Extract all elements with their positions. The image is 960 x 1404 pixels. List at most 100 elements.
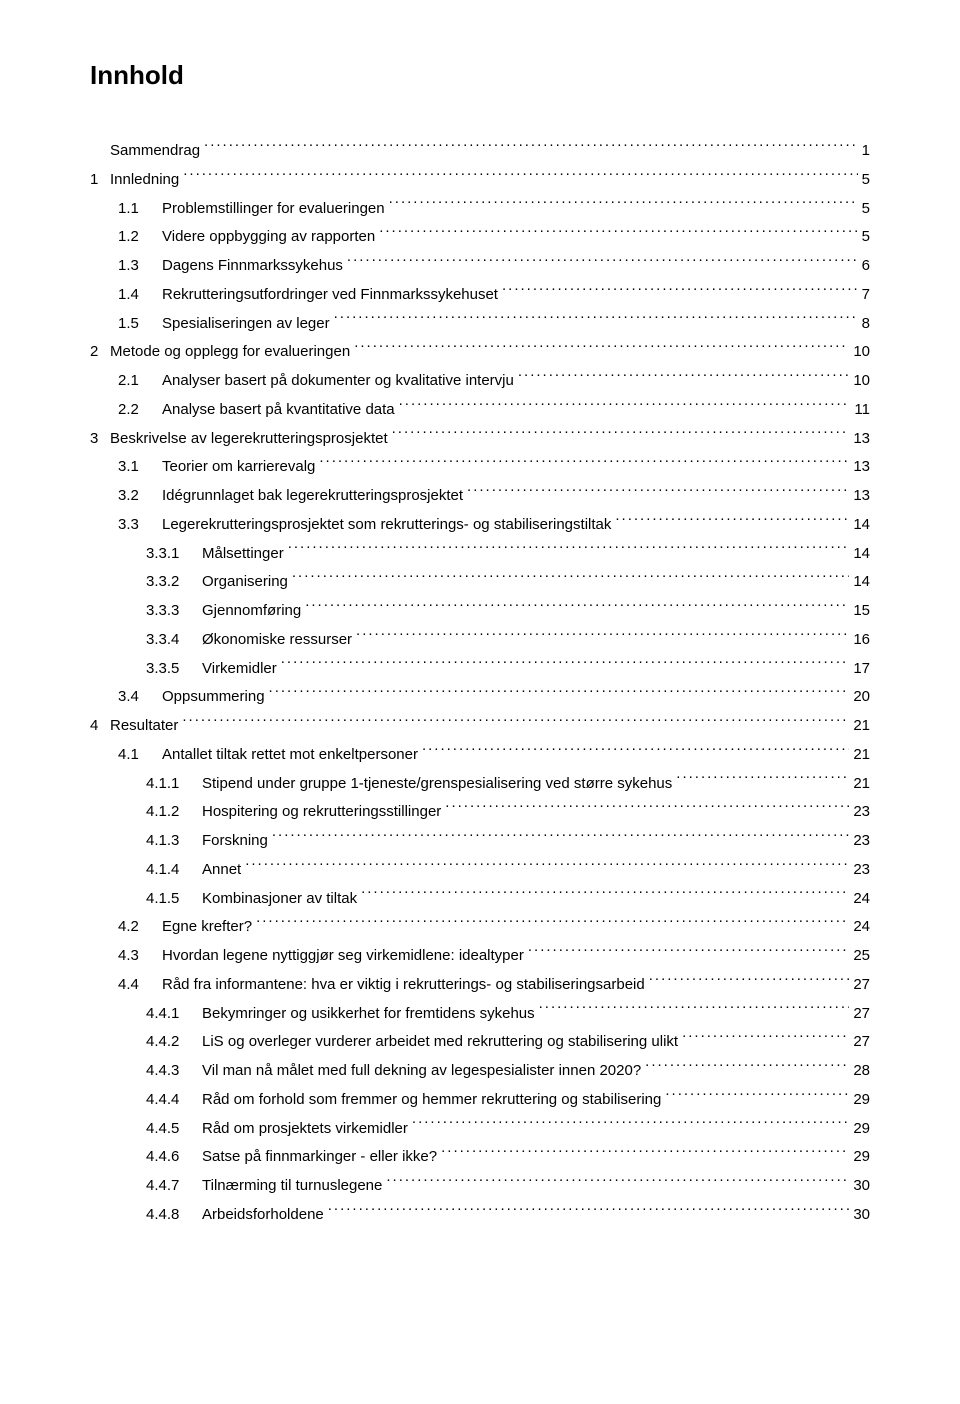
toc-entry[interactable]: 1.1Problemstillinger for evalueringen5	[90, 197, 870, 220]
toc-entry-title: Teorier om karrierevalg	[162, 455, 319, 478]
toc-entry-title: Hospitering og rekrutteringsstillinger	[202, 800, 445, 823]
toc-entry[interactable]: 3.3Legerekrutteringsprosjektet som rekru…	[90, 513, 870, 536]
toc-entry-title: Arbeidsforholdene	[202, 1203, 328, 1226]
toc-entry-number: 4.4.1	[146, 1002, 202, 1025]
toc-entry[interactable]: 4.4.7Tilnærming til turnuslegene30	[90, 1174, 870, 1197]
toc-entry[interactable]: 3.3.5Virkemidler17	[90, 657, 870, 680]
toc-entry[interactable]: 4.4.4Råd om forhold som fremmer og hemme…	[90, 1088, 870, 1111]
toc-entry-number: 4.3	[118, 944, 162, 967]
toc-entry[interactable]: 1.3Dagens Finnmarkssykehus6	[90, 254, 870, 277]
toc-leader-dots	[319, 456, 849, 471]
toc-entry[interactable]: 3.3.1Målsettinger 14	[90, 542, 870, 565]
toc-entry[interactable]: 4.3Hvordan legene nyttiggjør seg virkemi…	[90, 944, 870, 967]
toc-entry-title: Bekymringer og usikkerhet for fremtidens…	[202, 1002, 539, 1025]
toc-leader-dots	[204, 140, 858, 155]
toc-entry[interactable]: 3.3.3Gjennomføring15	[90, 599, 870, 622]
toc-entry[interactable]: 1.5Spesialiseringen av leger8	[90, 312, 870, 335]
toc-entry[interactable]: 4.4.8Arbeidsforholdene30	[90, 1203, 870, 1226]
toc-entry-title: Hvordan legene nyttiggjør seg virkemidle…	[162, 944, 528, 967]
toc-entry[interactable]: 2.1Analyser basert på dokumenter og kval…	[90, 369, 870, 392]
toc-entry-page: 13	[849, 484, 870, 507]
toc-entry-page: 25	[849, 944, 870, 967]
toc-entry-number: 3.3.3	[146, 599, 202, 622]
toc-entry-number: 3.4	[118, 685, 162, 708]
toc-leader-dots	[182, 715, 849, 730]
toc-entry[interactable]: 3.2Idégrunnlaget bak legerekrutteringspr…	[90, 484, 870, 507]
toc-entry-title: Beskrivelse av legerekrutteringsprosjekt…	[110, 427, 392, 450]
toc-entry-page: 21	[849, 772, 870, 795]
toc-entry[interactable]: 1.2Videre oppbygging av rapporten5	[90, 225, 870, 248]
toc-entry[interactable]: 2Metode og opplegg for evalueringen 10	[90, 340, 870, 363]
toc-entry-number: 3.2	[118, 484, 162, 507]
toc-entry[interactable]: 3.4Oppsummering20	[90, 685, 870, 708]
toc-entry-title: Metode og opplegg for evalueringen	[110, 340, 354, 363]
toc-entry[interactable]: 4.4.1Bekymringer og usikkerhet for fremt…	[90, 1002, 870, 1025]
toc-entry-page: 14	[849, 542, 870, 565]
toc-entry-number: 3.3.1	[146, 542, 202, 565]
toc-leader-dots	[386, 1175, 849, 1190]
toc-leader-dots	[502, 284, 858, 299]
toc-entry-title: Oppsummering	[162, 685, 269, 708]
toc-entry-title: Innledning	[110, 168, 183, 191]
toc-leader-dots	[356, 629, 849, 644]
toc-entry[interactable]: 1.4Rekrutteringsutfordringer ved Finnmar…	[90, 283, 870, 306]
toc-entry[interactable]: Sammendrag1	[90, 139, 870, 162]
toc-entry-page: 16	[849, 628, 870, 651]
toc-entry[interactable]: 4.4Råd fra informantene: hva er viktig i…	[90, 973, 870, 996]
toc-leader-dots	[354, 341, 849, 356]
toc-entry[interactable]: 4.1Antallet tiltak rettet mot enkeltpers…	[90, 743, 870, 766]
toc-entry-title: Rekrutteringsutfordringer ved Finnmarkss…	[162, 283, 502, 306]
toc-entry[interactable]: 4.4.2LiS og overleger vurderer arbeidet …	[90, 1030, 870, 1053]
toc-entry-title: Organisering	[202, 570, 292, 593]
toc-entry[interactable]: 4.4.3Vil man nå målet med full dekning a…	[90, 1059, 870, 1082]
toc-entry[interactable]: 4.1.5Kombinasjoner av tiltak 24	[90, 887, 870, 910]
toc-entry[interactable]: 4.1.1Stipend under gruppe 1-tjeneste/gre…	[90, 772, 870, 795]
toc-entry-page: 5	[858, 197, 870, 220]
toc-entry-page: 14	[849, 570, 870, 593]
toc-entry-number: 4	[90, 714, 110, 737]
toc-entry-number: 3.3	[118, 513, 162, 536]
toc-entry[interactable]: 3.1Teorier om karrierevalg13	[90, 455, 870, 478]
toc-entry[interactable]: 4.4.5Råd om prosjektets virkemidler29	[90, 1117, 870, 1140]
toc-entry[interactable]: 4.1.2Hospitering og rekrutteringsstillin…	[90, 800, 870, 823]
toc-entry-title: Forskning	[202, 829, 272, 852]
toc-entry[interactable]: 1Innledning5	[90, 168, 870, 191]
toc-entry-page: 29	[849, 1117, 870, 1140]
toc-entry-page: 14	[849, 513, 870, 536]
toc-entry-page: 13	[849, 455, 870, 478]
toc-entry[interactable]: 2.2Analyse basert på kvantitative data11	[90, 398, 870, 421]
toc-entry-number: 4.1.5	[146, 887, 202, 910]
toc-entry-title: Stipend under gruppe 1-tjeneste/grenspes…	[202, 772, 676, 795]
toc-entry[interactable]: 3.3.4Økonomiske ressurser 16	[90, 628, 870, 651]
toc-entry-title: Vil man nå målet med full dekning av leg…	[202, 1059, 645, 1082]
toc-entry-number: 3.3.5	[146, 657, 202, 680]
toc-entry-title: Antallet tiltak rettet mot enkeltpersone…	[162, 743, 422, 766]
toc-entry-page: 17	[849, 657, 870, 680]
toc-entry-page: 10	[849, 340, 870, 363]
toc-entry-number: 2	[90, 340, 110, 363]
toc-entry-page: 24	[849, 887, 870, 910]
toc-entry[interactable]: 4.4.6Satse på finnmarkinger - eller ikke…	[90, 1145, 870, 1168]
toc-leader-dots	[379, 226, 857, 241]
toc-entry-title: Tilnærming til turnuslegene	[202, 1174, 386, 1197]
toc-entry-title: Analyser basert på dokumenter og kvalita…	[162, 369, 518, 392]
toc-entry[interactable]: 4Resultater21	[90, 714, 870, 737]
toc-entry-title: Målsettinger	[202, 542, 288, 565]
toc-entry[interactable]: 4.1.3Forskning23	[90, 829, 870, 852]
toc-entry-title: Råd om prosjektets virkemidler	[202, 1117, 412, 1140]
toc-entry-title: Økonomiske ressurser	[202, 628, 356, 651]
toc-leader-dots	[445, 801, 849, 816]
toc-entry[interactable]: 3Beskrivelse av legerekrutteringsprosjek…	[90, 427, 870, 450]
toc-entry-number: 1	[90, 168, 110, 191]
toc-entry-number: 3.3.4	[146, 628, 202, 651]
toc-leader-dots	[665, 1089, 849, 1104]
toc-entry[interactable]: 3.3.2Organisering14	[90, 570, 870, 593]
toc-entry[interactable]: 4.2Egne krefter?24	[90, 915, 870, 938]
toc-entry-title: Kombinasjoner av tiltak	[202, 887, 361, 910]
toc-entry-page: 30	[849, 1203, 870, 1226]
toc-entry-number: 4.1.4	[146, 858, 202, 881]
toc-entry[interactable]: 4.1.4Annet23	[90, 858, 870, 881]
toc-entry-page: 27	[849, 1030, 870, 1053]
toc-leader-dots	[281, 658, 850, 673]
toc-entry-number: 4.4.4	[146, 1088, 202, 1111]
